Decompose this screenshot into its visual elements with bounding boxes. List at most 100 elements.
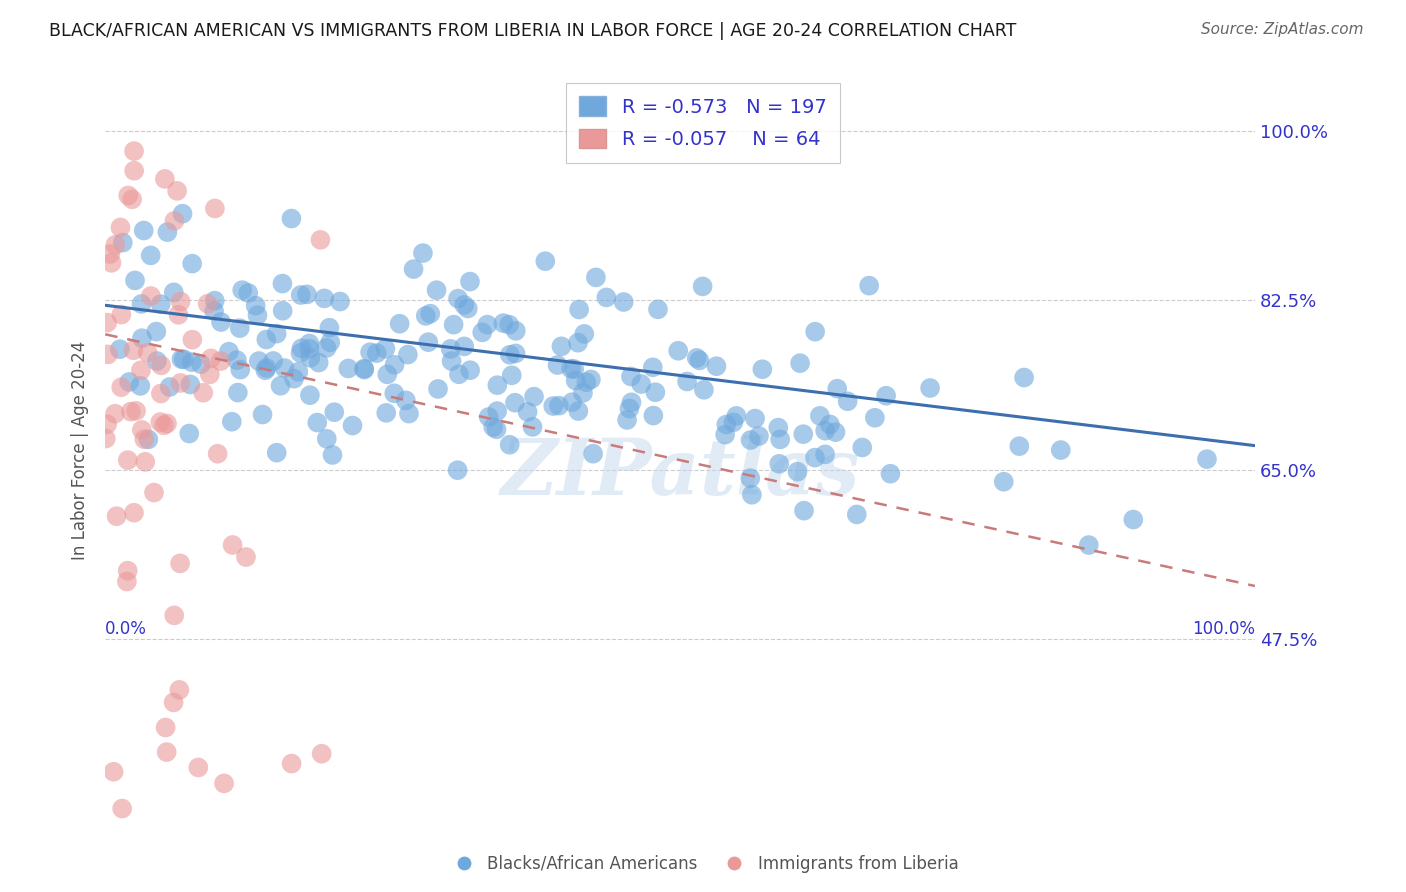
- Point: [359, 345, 381, 359]
- Point: [298, 342, 321, 356]
- Point: [287, 365, 309, 379]
- Point: [851, 441, 873, 455]
- Point: [641, 360, 664, 375]
- Point: [567, 335, 589, 350]
- Point: [156, 225, 179, 239]
- Point: [740, 433, 762, 447]
- Point: [163, 214, 186, 228]
- Point: [522, 420, 544, 434]
- Point: [308, 355, 330, 369]
- Point: [579, 372, 602, 386]
- Point: [447, 292, 470, 306]
- Point: [837, 394, 859, 409]
- Point: [644, 385, 666, 400]
- Point: [136, 345, 159, 359]
- Point: [396, 348, 419, 362]
- Point: [97, 347, 120, 361]
- Point: [499, 348, 522, 362]
- Point: [744, 411, 766, 425]
- Point: [366, 346, 388, 360]
- Point: [122, 144, 145, 158]
- Point: [134, 432, 156, 446]
- Point: [375, 368, 398, 382]
- Point: [122, 506, 145, 520]
- Point: [323, 405, 346, 419]
- Point: [103, 764, 125, 779]
- Point: [562, 362, 585, 376]
- Point: [402, 262, 425, 277]
- Point: [314, 291, 336, 305]
- Point: [630, 377, 652, 392]
- Point: [209, 315, 232, 329]
- Point: [173, 352, 195, 367]
- Point: [427, 382, 450, 396]
- Point: [375, 406, 398, 420]
- Point: [311, 747, 333, 761]
- Point: [110, 220, 132, 235]
- Text: ZIPatlas: ZIPatlas: [501, 435, 859, 511]
- Point: [419, 307, 441, 321]
- Point: [117, 188, 139, 202]
- Point: [374, 342, 396, 356]
- Point: [319, 335, 342, 350]
- Point: [786, 465, 808, 479]
- Point: [117, 453, 139, 467]
- Point: [616, 413, 638, 427]
- Point: [315, 341, 337, 355]
- Point: [229, 362, 252, 376]
- Point: [619, 401, 641, 416]
- Point: [290, 341, 312, 355]
- Point: [446, 463, 468, 477]
- Point: [309, 233, 332, 247]
- Point: [686, 351, 709, 365]
- Point: [546, 358, 568, 372]
- Point: [415, 309, 437, 323]
- Point: [875, 389, 897, 403]
- Text: Source: ZipAtlas.com: Source: ZipAtlas.com: [1201, 22, 1364, 37]
- Point: [582, 447, 605, 461]
- Point: [226, 385, 249, 400]
- Point: [471, 326, 494, 340]
- Point: [283, 371, 305, 385]
- Point: [384, 358, 406, 372]
- Point: [159, 380, 181, 394]
- Point: [138, 433, 160, 447]
- Point: [741, 488, 763, 502]
- Point: [676, 375, 699, 389]
- Point: [458, 275, 481, 289]
- Point: [825, 382, 848, 396]
- Point: [692, 279, 714, 293]
- Point: [246, 308, 269, 322]
- Point: [271, 303, 294, 318]
- Point: [501, 368, 523, 383]
- Point: [478, 409, 501, 424]
- Point: [266, 445, 288, 459]
- Point: [792, 427, 814, 442]
- Point: [564, 374, 586, 388]
- Point: [516, 405, 538, 419]
- Point: [503, 395, 526, 409]
- Point: [337, 361, 360, 376]
- Point: [418, 335, 440, 350]
- Point: [169, 557, 191, 571]
- Point: [740, 471, 762, 485]
- Point: [139, 289, 162, 303]
- Point: [920, 381, 942, 395]
- Point: [315, 432, 337, 446]
- Point: [299, 351, 322, 365]
- Point: [179, 377, 201, 392]
- Point: [693, 383, 716, 397]
- Point: [1122, 512, 1144, 526]
- Point: [769, 433, 792, 447]
- Point: [585, 270, 607, 285]
- Point: [100, 256, 122, 270]
- Point: [104, 238, 127, 252]
- Point: [789, 356, 811, 370]
- Point: [440, 354, 463, 368]
- Point: [270, 378, 292, 392]
- Point: [412, 246, 434, 260]
- Point: [793, 503, 815, 517]
- Point: [209, 354, 232, 368]
- Point: [226, 353, 249, 368]
- Point: [808, 409, 831, 423]
